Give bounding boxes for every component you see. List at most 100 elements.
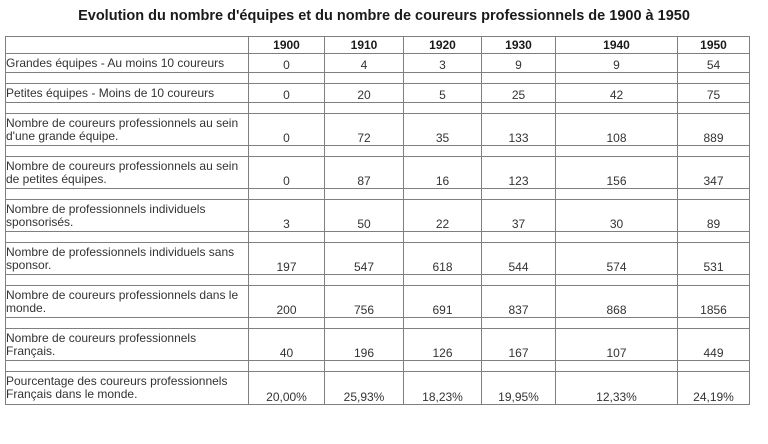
cell-value: 22 (403, 199, 482, 232)
spacer-cell (677, 231, 750, 243)
spacer-cell (324, 102, 404, 114)
cell-value: 20,00% (248, 371, 325, 405)
cell-value: 9 (555, 53, 678, 73)
table-row: Nombre de coureurs professionnels dans l… (5, 285, 750, 318)
cell-value: 691 (403, 285, 482, 318)
cell-value: 837 (481, 285, 556, 318)
spacer-cell (248, 317, 325, 329)
row-label: Nombre de professionnels individuels spo… (5, 199, 249, 232)
spacer-cell (324, 188, 404, 200)
row-label: Nombre de coureurs professionnels dans l… (5, 285, 249, 318)
spacer-cell (555, 72, 678, 84)
spacer-cell (248, 145, 325, 157)
cell-value: 30 (555, 199, 678, 232)
spacer-cell (324, 145, 404, 157)
spacer-cell (677, 274, 750, 286)
spacer-cell (5, 72, 249, 84)
year-header: 1930 (481, 36, 556, 54)
spacer-row (5, 188, 750, 200)
row-label: Nombre de coureurs professionnels au sei… (5, 156, 249, 189)
spacer-cell (555, 102, 678, 114)
spacer-cell (677, 145, 750, 157)
cell-value: 156 (555, 156, 678, 189)
cell-value: 0 (248, 156, 325, 189)
table-body: Grandes équipes - Au moins 10 coureurs 0 4… (5, 53, 750, 405)
cell-value: 126 (403, 328, 482, 361)
spacer-cell (403, 317, 482, 329)
table-row: Pourcentage des coureurs professionnels … (5, 371, 750, 405)
cell-value: 54 (677, 53, 750, 73)
spacer-cell (481, 360, 556, 372)
spacer-cell (248, 360, 325, 372)
spacer-row (5, 145, 750, 157)
spacer-cell (324, 360, 404, 372)
spacer-cell (481, 274, 556, 286)
spacer-cell (5, 188, 249, 200)
spacer-cell (481, 188, 556, 200)
cell-value: 868 (555, 285, 678, 318)
year-header: 1950 (677, 36, 750, 54)
spacer-row (5, 231, 750, 243)
spacer-cell (5, 102, 249, 114)
cell-value: 547 (324, 242, 404, 275)
table-row: Nombre de coureurs professionnels au sei… (5, 113, 750, 146)
cell-value: 618 (403, 242, 482, 275)
cell-value: 4 (324, 53, 404, 73)
spacer-row (5, 102, 750, 114)
corner-cell (5, 36, 249, 54)
spacer-cell (555, 274, 678, 286)
cell-value: 123 (481, 156, 556, 189)
spacer-cell (481, 317, 556, 329)
spacer-cell (403, 274, 482, 286)
cell-value: 0 (248, 83, 325, 103)
spacer-cell (5, 145, 249, 157)
cell-value: 200 (248, 285, 325, 318)
data-table: 1900 1910 1920 1930 1940 1950 Grandes équipes… (5, 36, 750, 405)
cell-value: 3 (403, 53, 482, 73)
cell-value: 12,33% (555, 371, 678, 405)
row-label: Nombre de professionnels individuels san… (5, 242, 249, 275)
spacer-cell (5, 317, 249, 329)
cell-value: 0 (248, 113, 325, 146)
cell-value: 25 (481, 83, 556, 103)
spacer-cell (248, 188, 325, 200)
spacer-cell (248, 274, 325, 286)
cell-value: 108 (555, 113, 678, 146)
spacer-cell (248, 102, 325, 114)
cell-value: 544 (481, 242, 556, 275)
spacer-cell (677, 102, 750, 114)
spacer-cell (481, 231, 556, 243)
cell-value: 24,19% (677, 371, 750, 405)
spacer-cell (403, 102, 482, 114)
spacer-row (5, 317, 750, 329)
spacer-cell (324, 231, 404, 243)
cell-value: 87 (324, 156, 404, 189)
row-label: Petites équipes - Moins de 10 coureurs (5, 83, 249, 103)
cell-value: 531 (677, 242, 750, 275)
cell-value: 40 (248, 328, 325, 361)
spacer-cell (555, 317, 678, 329)
spacer-row (5, 274, 750, 286)
table-row: Nombre de coureurs professionnels au sei… (5, 156, 750, 189)
cell-value: 25,93% (324, 371, 404, 405)
spacer-cell (324, 317, 404, 329)
spacer-cell (677, 188, 750, 200)
spacer-cell (5, 274, 249, 286)
spacer-cell (403, 231, 482, 243)
spacer-cell (248, 231, 325, 243)
year-header: 1940 (555, 36, 678, 54)
spacer-row (5, 360, 750, 372)
cell-value: 5 (403, 83, 482, 103)
spacer-cell (677, 72, 750, 84)
cell-value: 9 (481, 53, 556, 73)
cell-value: 347 (677, 156, 750, 189)
cell-value: 42 (555, 83, 678, 103)
table-row: Nombre de coureurs professionnels França… (5, 328, 750, 361)
table-row: Nombre de professionnels individuels spo… (5, 199, 750, 232)
cell-value: 72 (324, 113, 404, 146)
cell-value: 50 (324, 199, 404, 232)
spacer-cell (403, 360, 482, 372)
spacer-cell (555, 188, 678, 200)
spacer-row (5, 72, 750, 84)
spacer-cell (481, 102, 556, 114)
